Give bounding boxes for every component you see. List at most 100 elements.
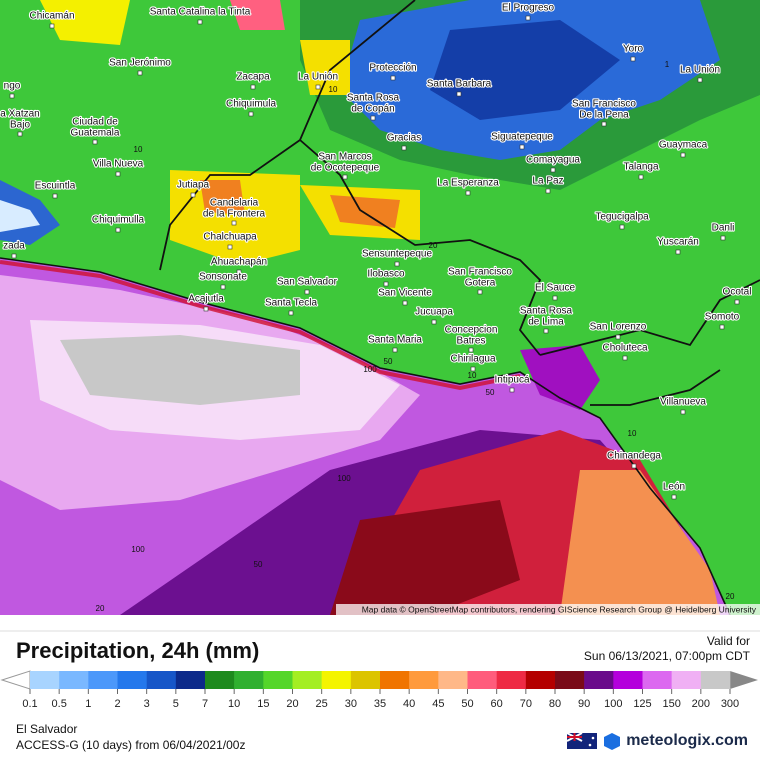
scale-tick-label: 5	[173, 698, 179, 710]
place-dot	[622, 355, 628, 361]
place-dot	[671, 494, 677, 500]
place-dot	[342, 174, 348, 180]
place-label: Yuscarán	[657, 237, 699, 248]
scale-tick-label: 200	[692, 698, 710, 710]
scale-tick-label: 90	[578, 698, 590, 710]
color-swatch	[234, 671, 264, 689]
place-dot	[601, 121, 607, 127]
place-dot	[697, 77, 703, 83]
color-swatch	[671, 671, 702, 689]
scale-tick-label: 80	[549, 698, 561, 710]
place-dot	[190, 192, 196, 198]
place-dot	[231, 220, 237, 226]
place-label: Ahuachapán	[211, 257, 267, 268]
logo-icon	[604, 733, 620, 750]
place-label: Siguatepeque	[491, 132, 553, 143]
place-label: Concepcion	[445, 325, 498, 336]
place-label: Ciudad de	[72, 117, 118, 128]
contour-label: 50	[384, 357, 393, 366]
place-label: Villa Nueva	[93, 159, 144, 170]
place-dot	[315, 84, 321, 90]
place-label: Choluteca	[602, 343, 647, 354]
scale-tick-label: 45	[432, 698, 444, 710]
scale-tick-label: 1	[85, 698, 91, 710]
place-label: Santa Tecla	[265, 298, 318, 309]
place-dot	[719, 324, 725, 330]
place-label: Acajutla	[188, 294, 224, 305]
color-swatch	[409, 671, 439, 689]
place-label: San Jerónimo	[109, 58, 171, 69]
place-label: Guatemala	[71, 128, 120, 139]
place-dot	[304, 289, 310, 295]
scale-tick-label: 0.1	[22, 698, 37, 710]
contour-label: 10	[329, 85, 338, 94]
place-label: Batres	[457, 336, 486, 347]
place-dot	[52, 193, 58, 199]
place-dot	[468, 347, 474, 353]
region: El Salvador	[16, 722, 77, 736]
place-dot	[477, 289, 483, 295]
place-dot	[227, 244, 233, 250]
color-scale: 0.1 0.5 1 2 3 5 7 10 15 20 25 30 35 40 45 50 60 70 80 90 100…	[22, 671, 739, 710]
place-label: Tegucigalpa	[595, 212, 649, 223]
scale-tick-label: 15	[257, 698, 269, 710]
borders	[159, 0, 760, 406]
place-dot	[236, 269, 242, 275]
rain-area	[200, 180, 245, 215]
place-dot	[545, 188, 551, 194]
rain-area	[230, 0, 285, 30]
place-dot	[401, 145, 407, 151]
contour-label: 100	[131, 545, 145, 554]
place-label: Ocotal	[723, 287, 752, 298]
place-dot	[615, 334, 621, 340]
color-swatch	[613, 671, 643, 689]
contour-label: 100	[363, 365, 377, 374]
place-dot	[550, 167, 556, 173]
place-dot	[115, 171, 121, 177]
contour-label: 10	[468, 371, 477, 380]
color-swatch	[205, 671, 235, 689]
contour-label: 50	[486, 388, 495, 397]
place-dot	[675, 249, 681, 255]
color-swatch	[59, 671, 89, 689]
scale-tick-label: 3	[144, 698, 150, 710]
contour-label: 20	[429, 241, 438, 250]
place-label: Intipucá	[494, 375, 529, 386]
place-dot	[288, 310, 294, 316]
flag	[566, 732, 597, 749]
place-dot	[734, 299, 740, 305]
place-label: de Lima	[528, 317, 564, 328]
place-label: El Progreso	[502, 3, 555, 14]
scale-tick-label: 30	[345, 698, 357, 710]
place-label: Comayagua	[526, 155, 580, 166]
scale-tick-label: 60	[491, 698, 503, 710]
contour-label: 10	[134, 145, 143, 154]
map: Map data © OpenStreetMap contributors, r…	[0, 0, 760, 616]
place-label: Candelaria	[210, 198, 259, 209]
place-label: León	[663, 482, 685, 493]
place-label: de Ocotepeque	[311, 163, 380, 174]
place-label: Jutiapa	[177, 180, 210, 191]
place-dot	[49, 23, 55, 29]
scale-tick-label: 50	[461, 698, 473, 710]
place-dot	[465, 190, 471, 196]
place-label: Santa Rosa	[347, 93, 400, 104]
place-dot	[383, 281, 389, 287]
place-label: De la Pena	[579, 110, 629, 121]
scale-tick-label: 100	[604, 698, 622, 710]
scale-tick-label: 35	[374, 698, 386, 710]
rain-area	[300, 40, 350, 95]
place-dot	[470, 366, 476, 372]
place-dot	[394, 261, 400, 267]
place-dot	[543, 328, 549, 334]
place-label: Gracias	[387, 133, 421, 144]
scale-tick-label: 2	[114, 698, 120, 710]
coast-band	[0, 260, 521, 391]
color-swatch	[467, 671, 497, 689]
rain-area	[330, 500, 520, 615]
place-dot	[431, 319, 437, 325]
place-label: El Sauce	[535, 283, 575, 294]
place-label: de la Frontera	[203, 209, 266, 220]
place-label: Guaymaca	[659, 140, 708, 151]
place-dot	[370, 115, 376, 121]
